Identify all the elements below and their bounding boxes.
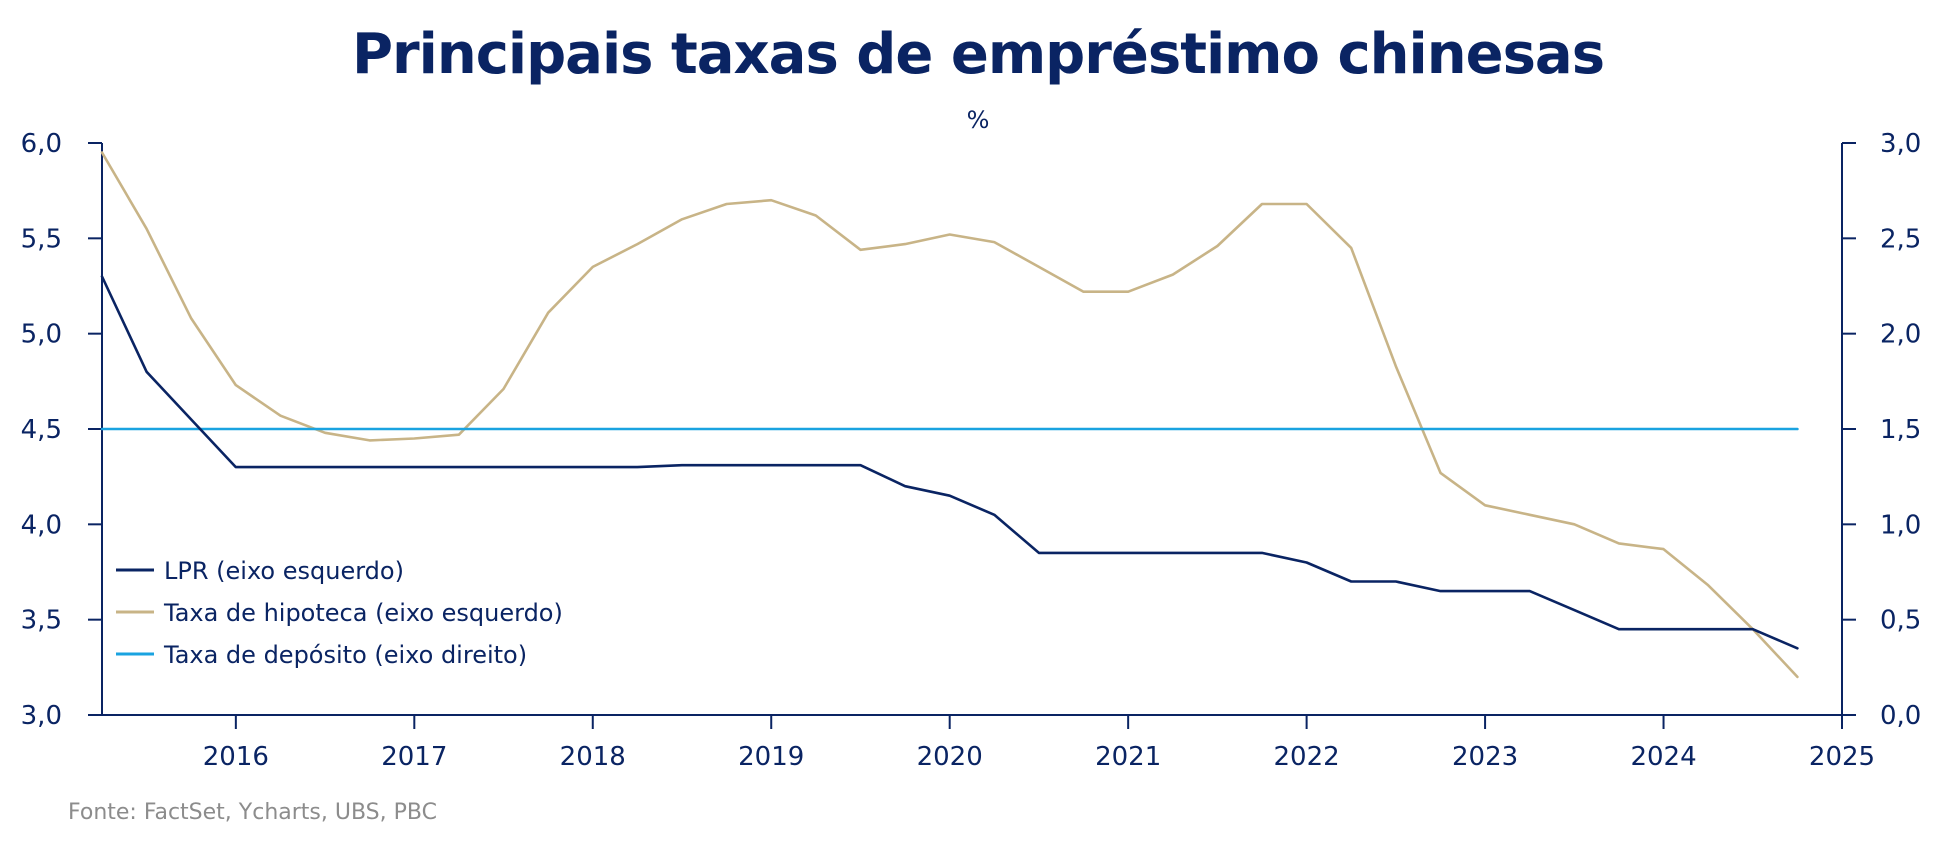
axes: 3,0 3,5 4,0 4,5 5,0 5,5 6,0 0,0 0,5 1,0 1,5 2,0 2,5 3… — [21, 129, 1922, 772]
chart-subtitle: % — [966, 106, 990, 134]
x-tick-label: 2018 — [560, 742, 626, 772]
left-y-tick-label: 6,0 — [21, 129, 62, 159]
right-y-tick-label: 0,0 — [1880, 701, 1921, 731]
left-y-tick-label: 3,0 — [21, 701, 62, 731]
x-tick-label: 2016 — [203, 742, 269, 772]
x-tick-label: 2020 — [917, 742, 983, 772]
series-lines — [100, 151, 1799, 679]
x-tick-label: 2022 — [1274, 742, 1340, 772]
right-y-tick-label: 2,0 — [1880, 320, 1921, 350]
left-y-tick-label: 5,0 — [21, 320, 62, 350]
x-tick-label: 2021 — [1095, 742, 1161, 772]
left-y-tick-label: 5,5 — [21, 224, 62, 254]
legend-label: LPR (eixo esquerdo) — [164, 557, 404, 585]
right-y-tick-label: 1,0 — [1880, 510, 1921, 540]
x-tick-label: 2023 — [1452, 742, 1518, 772]
right-y-tick-label: 3,0 — [1880, 129, 1921, 159]
x-tick-label: 2024 — [1630, 742, 1696, 772]
right-y-tick-label: 1,5 — [1880, 415, 1921, 445]
legend-label: Taxa de depósito (eixo direito) — [163, 641, 527, 669]
right-y-tick-label: 0,5 — [1880, 606, 1921, 636]
right-y-tick-label: 2,5 — [1880, 224, 1921, 254]
mortgage-series-line — [100, 151, 1799, 679]
legend-label: Taxa de hipoteca (eixo esquerdo) — [163, 599, 563, 627]
source-note: Fonte: FactSet, Ycharts, UBS, PBC — [68, 800, 437, 825]
left-y-tick-label: 3,5 — [21, 606, 62, 636]
left-y-tick-label: 4,0 — [21, 510, 62, 540]
lpr-series-line — [100, 275, 1799, 650]
legend: LPR (eixo esquerdo) Taxa de hipoteca (eix… — [116, 557, 563, 669]
left-y-tick-label: 4,5 — [21, 415, 62, 445]
x-tick-label: 2019 — [738, 742, 804, 772]
x-tick-label: 2025 — [1809, 742, 1875, 772]
chart-title: Principais taxas de empréstimo chinesas — [351, 22, 1605, 87]
x-tick-label: 2017 — [381, 742, 447, 772]
